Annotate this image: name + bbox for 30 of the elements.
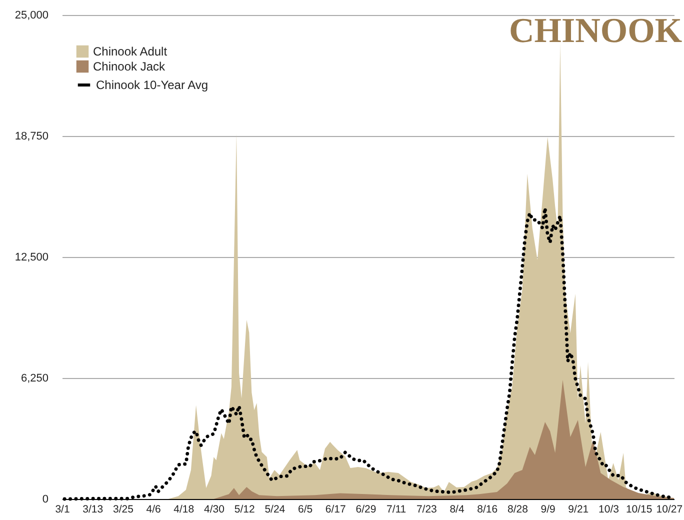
y-tick-label: 0 xyxy=(42,494,48,506)
legend-label: Chinook 10-Year Avg xyxy=(96,78,208,92)
x-tick-label: 10/3 xyxy=(598,504,620,516)
x-tick-label: 4/18 xyxy=(174,504,194,516)
legend-label: Chinook Jack xyxy=(93,60,166,74)
x-tick-label: 6/17 xyxy=(325,504,346,516)
x-tick-label: 7/11 xyxy=(386,504,406,516)
x-tick-label: 3/25 xyxy=(112,504,134,516)
x-tick-label: 8/4 xyxy=(450,504,464,516)
legend-label: Chinook Adult xyxy=(93,44,168,58)
x-tick-label: 8/16 xyxy=(477,504,498,516)
x-tick-label: 3/13 xyxy=(82,504,104,516)
x-tick-label: 8/28 xyxy=(507,504,528,516)
x-tick-label: 6/29 xyxy=(356,504,376,516)
y-tick-label: 12,500 xyxy=(14,252,48,264)
x-tick-label: 5/12 xyxy=(234,504,255,516)
x-tick-label: 7/23 xyxy=(416,504,438,516)
y-tick-label: 25,000 xyxy=(14,10,48,22)
x-tick-label: 9/9 xyxy=(540,504,556,516)
x-tick-label: 4/6 xyxy=(146,504,161,516)
x-tick-label: 5/24 xyxy=(264,504,286,516)
y-tick-label: 6,250 xyxy=(20,372,48,384)
x-tick-label: 9/21 xyxy=(568,504,589,516)
chart-title: CHINOOK xyxy=(509,11,682,50)
x-tick-label: 3/1 xyxy=(55,504,70,516)
x-tick-label: 6/5 xyxy=(298,504,313,516)
x-tick-label: 4/30 xyxy=(204,504,225,516)
x-tick-label: 10/27 xyxy=(656,504,683,516)
x-tick-label: 10/15 xyxy=(626,504,652,516)
y-tick-label: 18,750 xyxy=(14,130,48,142)
